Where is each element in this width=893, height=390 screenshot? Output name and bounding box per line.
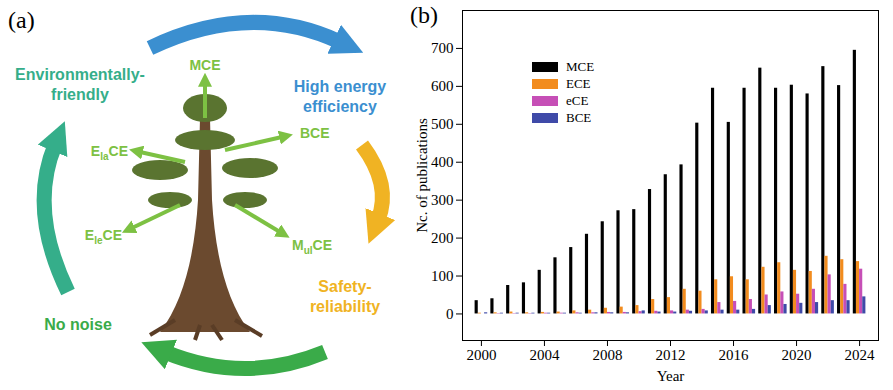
- svg-text:0: 0: [446, 306, 454, 322]
- svg-text:EleCE: EleCE: [85, 227, 122, 246]
- svg-text:2012: 2012: [656, 347, 686, 363]
- svg-text:2020: 2020: [782, 347, 812, 363]
- svg-text:2016: 2016: [719, 347, 750, 363]
- svg-text:400: 400: [431, 154, 454, 170]
- svg-text:600: 600: [431, 78, 454, 94]
- svg-text:700: 700: [431, 40, 454, 56]
- svg-text:300: 300: [431, 192, 454, 208]
- svg-text:BCE: BCE: [300, 125, 330, 141]
- svg-text:No noise: No noise: [44, 316, 112, 333]
- svg-text:Environmentally-friendly: Environmentally-friendly: [15, 66, 145, 103]
- svg-text:Year: Year: [657, 368, 685, 384]
- html-text:eCE: eCE: [566, 92, 589, 108]
- svg-text:2000: 2000: [466, 347, 496, 363]
- html-text:BCE: BCE: [566, 109, 592, 125]
- html-text:ECE: ECE: [566, 75, 591, 91]
- html-text:MCE: MCE: [566, 58, 595, 74]
- svg-text:Nc. of publications: Nc. of publications: [414, 118, 430, 233]
- svg-text:2008: 2008: [592, 347, 622, 363]
- svg-text:MCE: MCE: [189, 57, 220, 73]
- svg-text:High energyefficiency: High energyefficiency: [294, 78, 387, 115]
- svg-text:100: 100: [431, 268, 454, 284]
- svg-text:MulCE: MulCE: [292, 237, 332, 256]
- svg-text:2024: 2024: [845, 347, 876, 363]
- svg-text:200: 200: [431, 230, 454, 246]
- svg-text:Safety-reliability: Safety-reliability: [310, 278, 380, 315]
- svg-text:ElaCE: ElaCE: [91, 143, 128, 162]
- html-text:(b): (b): [410, 2, 438, 28]
- svg-text:2004: 2004: [529, 347, 560, 363]
- svg-text:(a): (a): [8, 7, 35, 33]
- svg-text:500: 500: [431, 116, 454, 132]
